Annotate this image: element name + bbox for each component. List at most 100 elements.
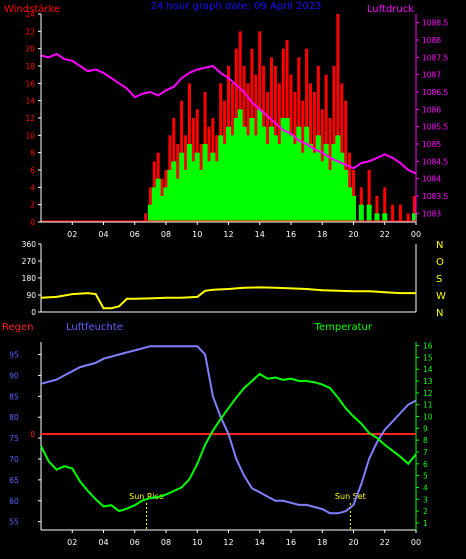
wind-avg-bar — [284, 118, 290, 222]
wind-y-tick-label: 22 — [25, 27, 35, 36]
wind-avg-bar — [167, 170, 173, 222]
humidity-x-tick-label: 20 — [348, 538, 358, 547]
wind-avg-bar — [241, 126, 247, 222]
wind-avg-bar — [358, 204, 364, 222]
wind-gust-bar — [391, 204, 395, 222]
wind-y-tick-label: 4 — [30, 183, 35, 192]
temperature-y-tick-label: 9 — [423, 424, 428, 433]
humidity-y-tick-label: 95 — [9, 351, 19, 360]
wind-x-tick-label: 04 — [98, 230, 108, 239]
wind-avg-bar — [280, 118, 286, 222]
humidity-x-tick-label: 18 — [317, 538, 327, 547]
wind-avg-bar — [218, 135, 224, 222]
wind-gust-bar — [375, 196, 379, 222]
pressure-y-tick-label: 1087 — [422, 71, 441, 80]
wind-avg-bar — [257, 109, 263, 222]
wind-avg-bar — [226, 126, 231, 222]
wind-gust-bar — [144, 213, 148, 222]
wind-y-tick-label: 12 — [25, 114, 35, 123]
wind-gust-bar — [406, 213, 410, 222]
temperature-y-tick-label: 4 — [423, 483, 428, 492]
temperature-y-tick-label: 8 — [423, 436, 428, 445]
pressure-line — [40, 52, 417, 175]
wind-avg-bar — [288, 135, 294, 222]
humidity-y-tick-label: 60 — [9, 497, 19, 506]
direction-y-tick-label: 0 — [31, 308, 36, 317]
wind-avg-bar — [411, 213, 417, 222]
pressure-y-tick-label: 1086 — [422, 105, 441, 114]
humidity-axis-label: Luftfeuchte — [66, 322, 123, 333]
wind-gust-bar — [340, 83, 344, 222]
wind-x-tick-label: 16 — [286, 230, 296, 239]
wind-gust-bar — [359, 187, 363, 222]
wind-avg-bar — [237, 109, 243, 222]
wind-avg-bar — [183, 170, 189, 222]
wind-y-tick-label: 0 — [30, 218, 35, 227]
temperature-y-tick-label: 6 — [423, 460, 428, 469]
wind-avg-bar — [327, 170, 333, 222]
wind-avg-bar — [315, 135, 321, 222]
wind-avg-bar — [296, 126, 302, 222]
wind-avg-bar — [229, 135, 235, 222]
temperature-y-tick-label: 16 — [423, 342, 433, 351]
wind-x-tick-label: 14 — [255, 230, 265, 239]
wind-x-tick-label: 00 — [411, 230, 421, 239]
humidity-y-tick-label: 70 — [9, 455, 19, 464]
wind-avg-bar — [210, 152, 216, 222]
pressure-y-tick-label: 1084.5 — [422, 157, 448, 166]
temperature-y-tick-label: 12 — [423, 389, 433, 398]
wind-avg-bar — [351, 196, 356, 222]
wind-x-tick-label: 06 — [130, 230, 140, 239]
wind-avg-bar — [198, 170, 204, 222]
direction-y-tick-label: 270 — [22, 257, 37, 266]
wind-x-tick-label: 02 — [67, 230, 77, 239]
direction-compass-label: S — [436, 274, 442, 285]
rain-y-tick-label: 0 — [30, 430, 35, 439]
wind-avg-bar — [155, 178, 161, 222]
temperature-y-tick-label: 5 — [423, 472, 428, 481]
humidity-x-tick-label: 16 — [286, 538, 296, 547]
wind-gust-bar — [412, 196, 416, 222]
humidity-x-tick-label: 14 — [255, 538, 265, 547]
temperature-y-tick-label: 14 — [423, 365, 433, 374]
humidity-x-tick-label: 08 — [161, 538, 171, 547]
wind-gust-bar — [367, 170, 371, 222]
wind-avg-bar — [151, 187, 157, 222]
pressure-y-tick-label: 1087.5 — [422, 53, 448, 62]
wind-avg-bar — [163, 187, 169, 222]
wind-y-tick-label: 18 — [25, 62, 35, 71]
direction-y-tick-label: 360 — [22, 240, 37, 249]
humidity-line — [40, 345, 417, 515]
temperature-y-tick-label: 1 — [423, 519, 428, 528]
wind-avg-bar — [245, 135, 251, 222]
direction-y-tick-label: 90 — [26, 291, 36, 300]
wind-avg-bar — [343, 170, 349, 222]
temperature-y-tick-label: 15 — [423, 353, 433, 362]
wind-y-tick-label: 20 — [25, 45, 35, 54]
wind-avg-bar — [179, 152, 185, 222]
wind-y-tick-label: 24 — [25, 10, 35, 19]
direction-compass-label: N — [436, 308, 443, 319]
temperature-y-tick-label: 7 — [423, 448, 428, 457]
temperature-y-tick-label: 10 — [423, 412, 433, 421]
wind-x-tick-label: 10 — [192, 230, 202, 239]
humidity-x-tick-label: 00 — [411, 538, 421, 547]
direction-compass-label: O — [436, 257, 444, 268]
temperature-line — [40, 372, 417, 513]
wind-y-tick-label: 10 — [25, 131, 35, 140]
wind-avg-bar — [175, 178, 181, 222]
pressure-y-tick-label: 1083.5 — [422, 192, 448, 201]
humidity-y-tick-label: 90 — [9, 371, 19, 380]
wind-avg-bar — [311, 152, 317, 222]
direction-y-tick-label: 180 — [22, 274, 37, 283]
wind-avg-bar — [253, 135, 259, 222]
temperature-y-tick-label: 2 — [423, 507, 428, 516]
wind-axis-label: Windstärke — [4, 4, 60, 15]
wind-gust-bar — [336, 14, 340, 222]
pressure-y-tick-label: 1083 — [422, 209, 441, 218]
sun-annotation: Sun Set — [335, 492, 366, 501]
wind-avg-bar — [319, 161, 325, 222]
wind-gust-bar — [148, 187, 152, 222]
